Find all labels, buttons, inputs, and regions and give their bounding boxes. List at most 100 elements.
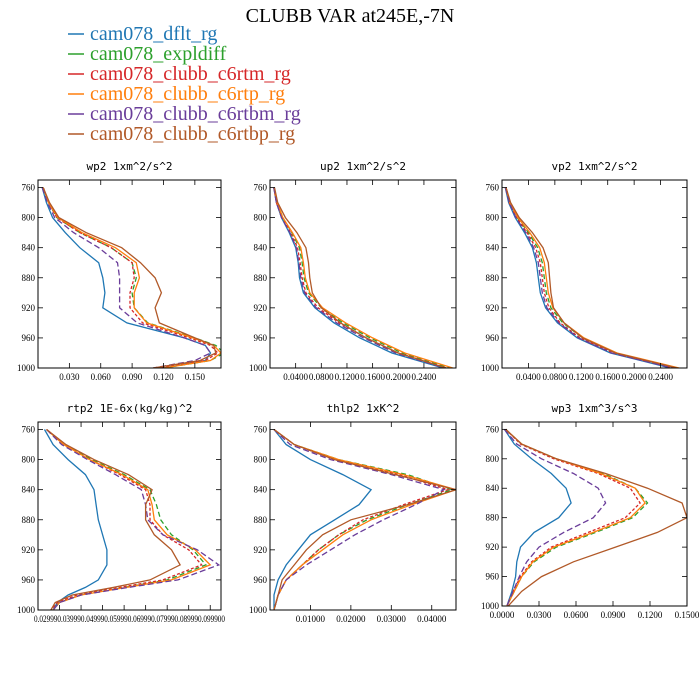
y-tick-label: 960 xyxy=(22,333,36,343)
y-tick-label: 960 xyxy=(254,333,268,343)
y-tick-label: 920 xyxy=(486,542,500,552)
y-tick-label: 920 xyxy=(486,303,500,313)
series-line xyxy=(273,428,456,610)
legend-label: cam078_clubb_c6rtm_rg xyxy=(90,63,291,85)
x-tick-label: 0.1200 xyxy=(335,372,360,382)
y-tick-label: 920 xyxy=(22,545,36,555)
series-group xyxy=(43,428,221,610)
series-group xyxy=(503,428,687,606)
series-line xyxy=(273,429,446,610)
plot-frame xyxy=(269,179,457,369)
panel: wp3 1xm^3/s^3 760 800 840 880 920 960 10000.000… xyxy=(481,402,700,620)
series-line xyxy=(505,428,687,606)
series-line xyxy=(46,429,203,610)
plot-frame xyxy=(501,421,688,607)
y-tick-label: 1000 xyxy=(249,605,268,615)
panel: up2 1xm^2/s^2 760 800 840 880 920 960 1000 0.040… xyxy=(249,160,457,382)
panel-title: vp2 1xm^2/s^2 xyxy=(551,160,637,173)
y-tick-label: 1000 xyxy=(249,363,268,373)
y-tick-label: 800 xyxy=(254,213,268,223)
panel-title: wp3 1xm^3/s^3 xyxy=(551,402,637,415)
x-tick-labels: 0.029990.039990.049990.059990.069990.079… xyxy=(34,614,225,624)
series-line xyxy=(505,428,641,606)
x-tick-label: 0.0800 xyxy=(542,372,567,382)
x-tick-label: 0.120 xyxy=(153,372,174,382)
y-tick-label: 880 xyxy=(486,513,500,523)
series-line xyxy=(273,428,451,610)
x-tick-label: 0.0000 xyxy=(490,610,515,620)
y-tick-label: 760 xyxy=(254,183,268,193)
x-tick-label: 0.090 xyxy=(122,372,143,382)
y-tick-label: 1000 xyxy=(17,363,36,373)
x-tick-label: 0.030 xyxy=(59,372,80,382)
y-tick-label: 880 xyxy=(22,273,36,283)
y-tick-label: 960 xyxy=(486,572,500,582)
series-line xyxy=(504,187,673,368)
panel-title: rtp2 1E-6x(kg/kg)^2 xyxy=(67,402,193,415)
series-line xyxy=(503,429,572,606)
legend-item: cam078_clubb_c6rtp_rg xyxy=(68,83,285,105)
y-tick-label: 800 xyxy=(22,455,36,465)
y-tick-label: 1000 xyxy=(17,605,36,615)
series-line xyxy=(273,429,373,610)
x-tick-label: 0.2000 xyxy=(622,372,647,382)
series-group xyxy=(273,428,456,610)
plot-frame xyxy=(37,179,222,369)
x-tick-label: 0.0900 xyxy=(601,610,626,620)
y-tick-label: 960 xyxy=(254,575,268,585)
panel-title: up2 1xm^2/s^2 xyxy=(320,160,406,173)
series-line xyxy=(273,428,456,610)
x-tick-label: 0.04000 xyxy=(417,614,447,624)
y-tick-label: 920 xyxy=(254,545,268,555)
legend-item: cam078_clubb_c6rtbp_rg xyxy=(68,123,295,145)
panel: wp2 1xm^2/s^2 760 800 840 880 920 960 1000 0.030… xyxy=(17,160,222,382)
y-tick-label: 960 xyxy=(22,575,36,585)
x-tick-label: 0.02000 xyxy=(336,614,366,624)
series-group xyxy=(273,187,453,368)
plot-frame xyxy=(37,421,222,611)
series-line xyxy=(273,187,444,368)
x-tick-label: 0.1600 xyxy=(360,372,385,382)
y-tick-label: 800 xyxy=(486,454,500,464)
y-tick-label: 1000 xyxy=(481,601,500,611)
series-line xyxy=(42,187,221,368)
series-line xyxy=(273,187,450,368)
y-tick-label: 1000 xyxy=(481,363,500,373)
series-line xyxy=(43,429,108,610)
panel: rtp2 1E-6x(kg/kg)^2 760 800 840 880 920 960 100… xyxy=(17,402,225,624)
series-line xyxy=(42,187,217,368)
x-tick-label: 0.0300 xyxy=(527,610,552,620)
y-tick-label: 760 xyxy=(486,183,500,193)
x-tick-label: 0.2400 xyxy=(412,372,437,382)
x-tick-label: 0.03000 xyxy=(377,614,407,624)
y-tick-label: 880 xyxy=(254,273,268,283)
y-tick-label: 920 xyxy=(254,303,268,313)
legend-item: cam078_dflt_rg xyxy=(68,23,217,45)
series-line xyxy=(46,429,221,610)
y-tick-label: 800 xyxy=(254,455,268,465)
series-line xyxy=(273,187,447,368)
figure-title: CLUBB VAR at245E,-7N xyxy=(246,5,455,27)
legend-label: cam078_clubb_c6rtp_rg xyxy=(90,83,285,105)
y-tick-label: 840 xyxy=(486,483,500,493)
legend-label: cam078_clubb_c6rtbm_rg xyxy=(90,103,301,125)
y-tick-label: 800 xyxy=(22,213,36,223)
legend-item: cam078_clubb_c6rtbm_rg xyxy=(68,103,301,125)
x-tick-label: 0.0800 xyxy=(309,372,334,382)
x-tick-label: 0.2000 xyxy=(386,372,411,382)
y-tick-label: 840 xyxy=(22,243,36,253)
y-tick-label: 760 xyxy=(254,425,268,435)
legend-label: cam078_expldiff xyxy=(90,43,227,65)
y-tick-label: 840 xyxy=(486,243,500,253)
series-line xyxy=(273,187,453,368)
series-line xyxy=(41,187,212,368)
x-tick-label: 0.1200 xyxy=(569,372,594,382)
panel-title: thlp2 1xK^2 xyxy=(327,402,400,415)
legend: cam078_dflt_rgcam078_expldiffcam078_club… xyxy=(68,23,301,145)
panels: wp2 1xm^2/s^2 760 800 840 880 920 960 1000 0.030… xyxy=(17,160,700,624)
y-tick-label: 960 xyxy=(486,333,500,343)
x-tick-label: 0.01000 xyxy=(296,614,326,624)
series-line xyxy=(46,429,212,610)
y-tick-label: 880 xyxy=(254,515,268,525)
